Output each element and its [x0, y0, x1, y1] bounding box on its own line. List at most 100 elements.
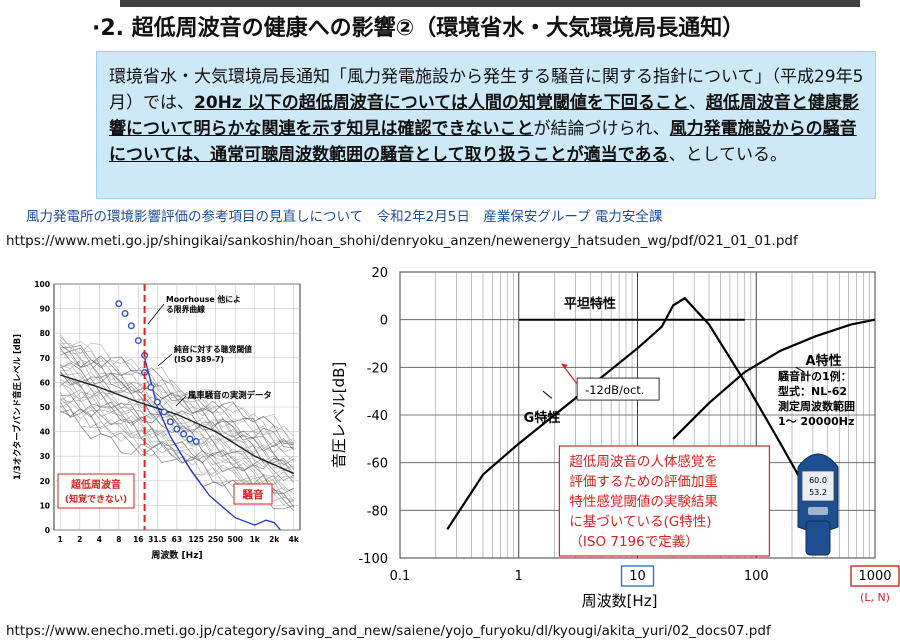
noise-box — [233, 483, 273, 505]
y-tick-label: 0 — [45, 526, 50, 535]
meter-note-line: 騒音計の1例： — [778, 369, 852, 383]
y-tick-label: 100 — [34, 280, 50, 289]
source-url-top: https://www.meti.go.jp/shingikai/sankosh… — [6, 233, 798, 249]
infrasound-threshold-chart: 0 10 20 30 40 50 60 70 80 90 100 1 2 4 8 16 31.5 63 125 250… — [12, 280, 301, 561]
g-weighting-callout — [558, 445, 771, 557]
x-axis-label: 周波数 [Hz] — [151, 549, 202, 561]
y-tick-label: -100 — [358, 552, 388, 567]
notice-emphasis: 超低周波音と健康影響について明らかな関連を示す知見は確認できないこと — [109, 93, 859, 139]
iso-threshold-point — [160, 408, 168, 416]
iso-threshold-point — [180, 430, 188, 438]
callout-line: （ISO 7196で定義） — [569, 533, 698, 550]
meter-screen-line: 53.2 — [809, 488, 827, 497]
moorhouse-point — [115, 300, 123, 308]
meter-screen-line: 60.0 — [809, 476, 827, 485]
x-tick-label: 1 — [515, 569, 523, 584]
y-tick-label: 70 — [40, 354, 50, 363]
source-caption: 風力発電所の環境影響評価の参考項目の見直しについて 令和2年2月5日 産業保安グ… — [26, 209, 663, 225]
moorhouse-label: Moorhouse 他によ — [166, 294, 241, 304]
source-url-bottom: https://www.enecho.meti.go.jp/category/s… — [6, 623, 771, 639]
measurement-trace — [60, 344, 294, 448]
x-tick-label: 1000 — [858, 569, 891, 584]
a-leader — [795, 366, 805, 373]
measurement-trace — [60, 349, 294, 453]
g-label: G特性 — [524, 410, 561, 426]
y-tick-label: -20 — [367, 361, 388, 376]
sound-meter-screen — [801, 470, 835, 502]
notice-box: 環境省水・大気環境局長通知「風力発電施設から発生する騒音に関する指針について」（… — [96, 51, 876, 199]
slope-label: -12dB/oct. — [585, 383, 644, 397]
measurement-trace — [60, 369, 294, 470]
y-tick-label: -40 — [367, 409, 388, 424]
unit-note: (L, N) — [860, 591, 890, 604]
callout-line: 特性感覚閾値の実験結果 — [569, 493, 718, 510]
x-tick-label: 8 — [116, 535, 121, 544]
y-tick-label: -80 — [367, 504, 388, 519]
a-weighting-line — [672, 318, 876, 440]
infrasound-label: 超低周波音 — [70, 478, 121, 491]
x-tick-label: 16 — [133, 535, 143, 544]
y-tick-label: -60 — [367, 457, 388, 472]
wind-label: 風車騒音の実測データ — [188, 390, 272, 400]
moorhouse-point — [134, 337, 142, 345]
iso-label: (ISO 389-7) — [174, 355, 224, 364]
iso-leader — [157, 353, 173, 367]
moorhouse-label: る限界曲線 — [166, 304, 205, 314]
measurement-trace — [60, 399, 294, 501]
iso-threshold-point — [166, 418, 174, 426]
iso-threshold-point — [147, 383, 155, 391]
y-tick-label: 20 — [371, 266, 388, 281]
measurement-trace — [60, 342, 294, 443]
meter-note-line: 測定周波数範囲 — [778, 399, 855, 413]
x-tick-label: 1 — [58, 535, 63, 544]
x-tick-label: 4k — [289, 535, 300, 544]
measurement-trace — [60, 364, 294, 465]
slide-title: ·2. 超低周波音の健康への影響②（環境省水・大気環境局長通知） — [92, 16, 745, 41]
infrasound-sublabel: (知覚できない) — [65, 493, 127, 505]
hearing-curve-line — [143, 357, 281, 531]
g-weighting-line — [446, 296, 817, 531]
callout-line: に基づいている(G特性) — [569, 513, 711, 530]
x-tick-label: 125 — [188, 535, 204, 544]
tick-10-highlight — [620, 565, 655, 587]
y-axis-label: 音圧レベル[dB] — [330, 362, 348, 469]
y-axis-label: 1/3オクターブバンド音圧レベル [dB] — [12, 334, 22, 480]
x-tick-label: 100 — [744, 569, 769, 584]
tick-1000-highlight — [850, 565, 900, 587]
noise-label: 騒音 — [242, 488, 264, 501]
notice-run: 環境省水・大気環境局長通知「風力発電施設から発生する騒音に関する指針について」（… — [109, 67, 864, 113]
iso-threshold-point — [173, 425, 181, 433]
y-tick-label: 30 — [40, 452, 50, 461]
meter-note-line: 型式：NL-62 — [778, 384, 847, 398]
y-tick-label: 60 — [40, 378, 50, 387]
x-tick-label: 10 — [629, 569, 646, 584]
x-axis-label: 周波数[Hz] — [582, 592, 658, 610]
notice-run: 、 — [688, 93, 706, 113]
iso-label: 純音に対する聴覚閾値 — [174, 344, 252, 354]
callout-line: 評価するための評価加重 — [569, 474, 718, 490]
x-tick-label: 0.1 — [390, 569, 411, 584]
a-label: A特性 — [806, 353, 842, 369]
y-tick-label: 90 — [40, 305, 50, 314]
moorhouse-leader — [147, 303, 165, 325]
iso-threshold-point — [192, 437, 200, 445]
notice-run: が結論づけられ、 — [533, 119, 670, 139]
x-tick-label: 31.5 — [148, 535, 167, 544]
g-leader — [542, 390, 553, 399]
y-tick-label: 20 — [40, 477, 50, 486]
slope-box — [576, 377, 660, 401]
y-tick-label: 80 — [40, 329, 50, 338]
sound-meter-buttons — [808, 507, 828, 515]
measurement-trace — [60, 372, 294, 474]
notice-emphasis: 風力発電施設からの騒音については、通常可聴周波数範囲の騒音として取り扱うことが適… — [109, 119, 857, 165]
x-tick-label: 250 — [208, 535, 224, 544]
notice-text: 環境省水・大気環境局長通知「風力発電施設から発生する騒音に関する指針について」（… — [109, 64, 869, 168]
notice-run: 、としている。 — [668, 145, 787, 165]
measurement-trace — [60, 394, 294, 494]
title-top-bar — [120, 0, 860, 7]
y-tick-label: 10 — [40, 501, 50, 510]
weighting-curves-chart: 0.1 1 10 100 1000 20 0 -20 -40 -60 -80 -100 (L, N) 平坦… — [330, 266, 900, 610]
measurement-trace — [60, 371, 294, 474]
infrasound-box — [57, 473, 135, 509]
measurement-trace — [60, 339, 294, 448]
